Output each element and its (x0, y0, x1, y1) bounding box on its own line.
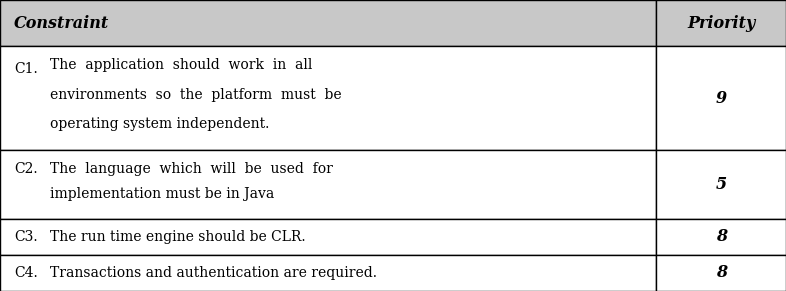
Text: environments  so  the  platform  must  be: environments so the platform must be (50, 88, 341, 102)
Bar (656, 219, 786, 255)
Bar (656, 47, 786, 150)
Text: The run time engine should be CLR.: The run time engine should be CLR. (50, 230, 305, 244)
Text: C4.: C4. (14, 266, 38, 280)
Bar (0, 255, 656, 291)
Text: 8: 8 (715, 228, 727, 245)
Text: The  application  should  work  in  all: The application should work in all (50, 58, 312, 72)
Bar (0, 47, 656, 150)
Text: implementation must be in Java: implementation must be in Java (50, 187, 274, 201)
Bar (0, 0, 656, 47)
Text: 9: 9 (715, 90, 727, 107)
Text: operating system independent.: operating system independent. (50, 117, 269, 131)
Bar (656, 255, 786, 291)
Text: 5: 5 (715, 176, 727, 193)
Text: Transactions and authentication are required.: Transactions and authentication are requ… (50, 266, 376, 280)
Text: Constraint: Constraint (14, 15, 109, 32)
Text: C2.: C2. (14, 162, 38, 176)
Bar (0, 150, 656, 219)
Bar (0, 219, 656, 255)
Bar (656, 0, 786, 47)
Text: C1.: C1. (14, 62, 38, 76)
Bar (656, 150, 786, 219)
Text: 8: 8 (715, 265, 727, 281)
Text: C3.: C3. (14, 230, 38, 244)
Text: The  language  which  will  be  used  for: The language which will be used for (50, 162, 332, 176)
Text: Priority: Priority (687, 15, 755, 32)
